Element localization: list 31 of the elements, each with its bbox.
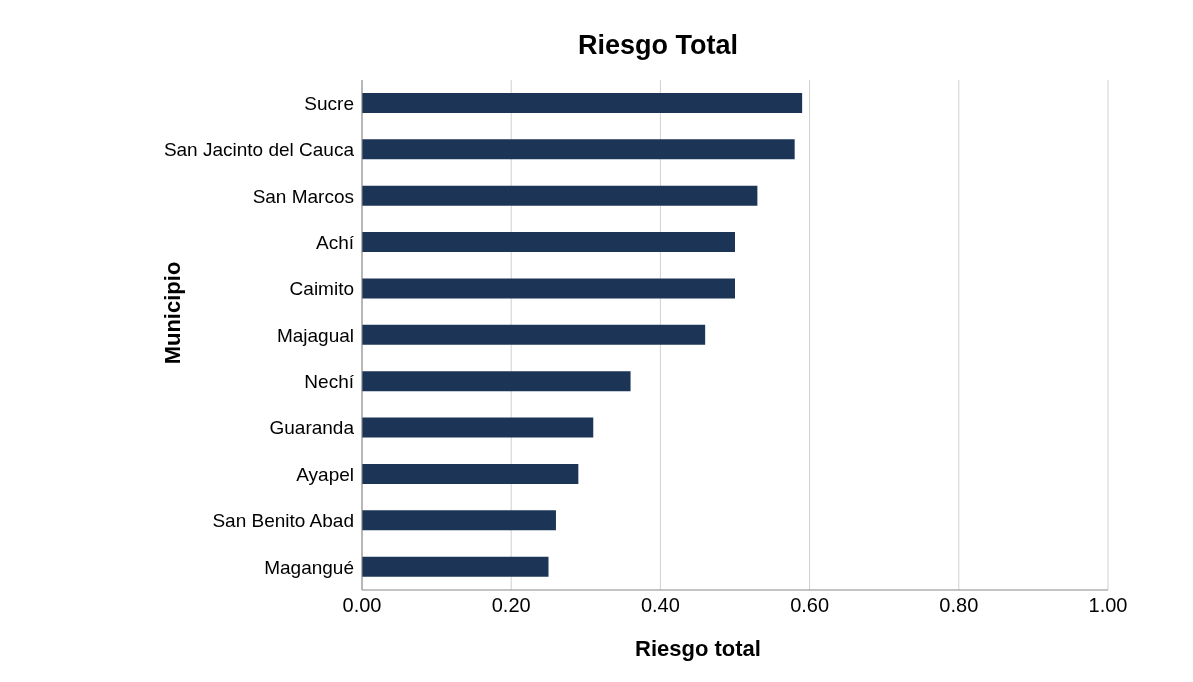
bar: [362, 278, 735, 299]
bar: [362, 185, 758, 206]
y-tick-label: Magangué: [264, 556, 354, 578]
x-tick-label: 0.40: [640, 594, 680, 617]
bar: [362, 510, 556, 531]
y-tick-label: San Benito Abad: [212, 510, 354, 532]
x-tick-label: 0.80: [939, 594, 979, 617]
y-axis-title: Municipio: [160, 260, 186, 367]
y-tick-label: Majagual: [276, 324, 354, 346]
x-axis-title: Riesgo total: [634, 636, 762, 662]
y-tick-label: San Marcos: [252, 185, 354, 207]
bar: [362, 324, 706, 345]
bar: [362, 417, 594, 438]
x-tick-label: 0.20: [491, 594, 531, 617]
bar: [362, 139, 795, 160]
bar: [362, 371, 631, 392]
y-tick-label: Caimito: [289, 278, 354, 300]
y-tick-label: San Jacinto del Cauca: [163, 139, 355, 161]
x-tick-label: 0.60: [790, 594, 830, 617]
x-tick-label: 0.00: [342, 594, 382, 617]
y-tick-label: Sucre: [304, 92, 354, 114]
bar: [362, 556, 549, 577]
bar: [362, 463, 579, 484]
y-tick-label: Nechí: [304, 371, 355, 393]
bar: [362, 93, 803, 113]
y-tick-label: Achí: [315, 232, 355, 254]
x-tick-label: 1.00: [1088, 594, 1128, 617]
y-tick-label: Guaranda: [269, 417, 355, 439]
y-tick-label: Ayapel: [296, 463, 354, 485]
chart-title: Riesgo Total: [577, 30, 739, 61]
bar: [362, 232, 735, 253]
